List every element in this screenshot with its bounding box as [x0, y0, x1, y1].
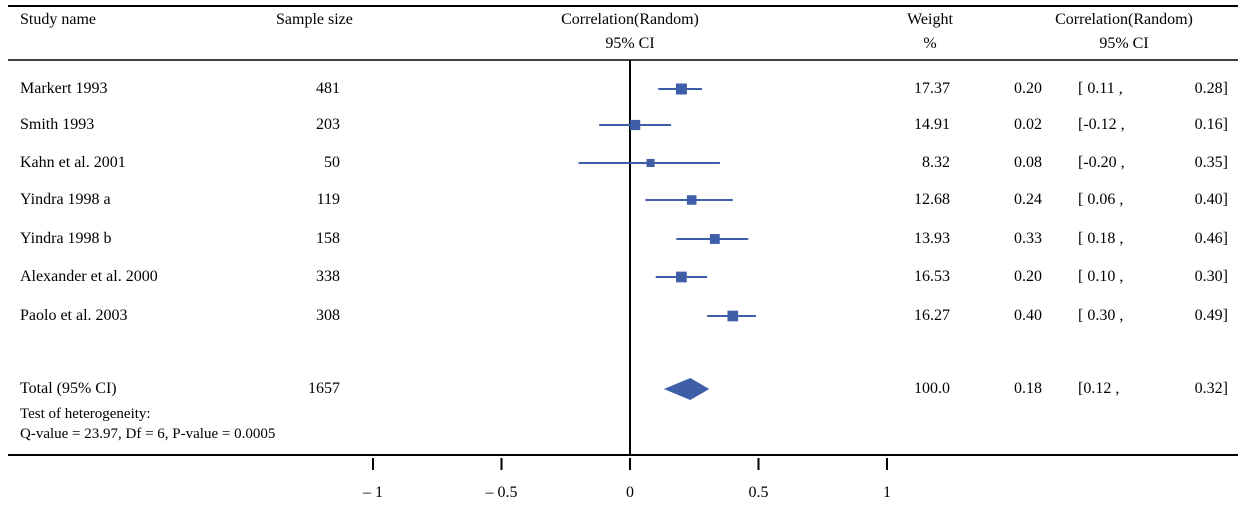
- study-3-ci-upper: 0.40]: [1194, 191, 1228, 208]
- total-weight: 100.0: [914, 380, 950, 397]
- study-5-sample-size: 338: [316, 268, 340, 285]
- study-3-point: [686, 195, 697, 205]
- header-study-name: Study name: [20, 11, 96, 28]
- study-0-sample-size: 481: [316, 80, 340, 97]
- total-estimate: 0.18: [1014, 380, 1042, 397]
- study-2-weight: 8.32: [922, 154, 950, 171]
- total-name: Total (95% CI): [20, 380, 117, 397]
- study-5-point: [676, 271, 687, 283]
- study-1-name: Smith 1993: [20, 116, 95, 133]
- study-2-point: [646, 158, 655, 168]
- total-sample-size: 1657: [308, 380, 340, 397]
- study-4-name: Yindra 1998 b: [20, 230, 112, 247]
- study-6-weight: 16.27: [914, 307, 950, 324]
- study-3-ci-lower: [ 0.06 ,: [1078, 191, 1124, 208]
- header-weight: Weight: [907, 11, 953, 28]
- study-6-ci-upper: 0.49]: [1194, 307, 1228, 324]
- study-4-sample-size: 158: [316, 230, 340, 247]
- study-0-point: [675, 83, 687, 95]
- study-4-estimate: 0.33: [1014, 230, 1042, 247]
- study-4-ci-upper: 0.46]: [1194, 230, 1228, 247]
- heterogeneity-label: Test of heterogeneity:: [20, 406, 151, 422]
- study-3-name: Yindra 1998 a: [20, 191, 111, 208]
- study-5-ci-lower: [ 0.10 ,: [1078, 268, 1124, 285]
- total-ci-lower: [0.12 ,: [1078, 380, 1120, 397]
- study-0-ci-upper: 0.28]: [1194, 80, 1228, 97]
- axis-tick-label-3: 0.5: [748, 484, 769, 501]
- study-6-point: [727, 310, 739, 322]
- study-4-ci-lower: [ 0.18 ,: [1078, 230, 1124, 247]
- total-diamond: [663, 378, 710, 400]
- study-5-ci-upper: 0.30]: [1194, 268, 1228, 285]
- study-2-sample-size: 50: [324, 154, 340, 171]
- study-2-ci-upper: 0.35]: [1194, 154, 1228, 171]
- study-2-estimate: 0.08: [1014, 154, 1042, 171]
- study-0-ci-lower: [ 0.11 ,: [1078, 80, 1123, 97]
- study-5-name: Alexander et al. 2000: [20, 268, 158, 285]
- study-2-ci-lower: [-0.20 ,: [1078, 154, 1125, 171]
- header-plot-title: Correlation(Random): [561, 11, 699, 28]
- study-2-name: Kahn et al. 2001: [20, 154, 126, 171]
- study-6-estimate: 0.40: [1014, 307, 1042, 324]
- study-0-estimate: 0.20: [1014, 80, 1042, 97]
- header-ci-title: Correlation(Random): [1055, 11, 1193, 28]
- study-4-point: [709, 234, 720, 244]
- axis-tick-label-0: – 1: [363, 484, 383, 501]
- study-0-weight: 17.37: [914, 80, 950, 97]
- study-1-ci-lower: [-0.12 ,: [1078, 116, 1125, 133]
- study-6-name: Paolo et al. 2003: [20, 307, 128, 324]
- axis-tick-label-2: 0: [626, 484, 634, 501]
- header-weight-unit: %: [923, 35, 937, 52]
- header-ci-subtitle: 95% CI: [1099, 35, 1149, 52]
- study-3-weight: 12.68: [914, 191, 950, 208]
- study-0-name: Markert 1993: [20, 80, 108, 97]
- study-5-weight: 16.53: [914, 268, 950, 285]
- header-sample-size: Sample size: [276, 11, 353, 28]
- total-ci-upper: 0.32]: [1194, 380, 1228, 397]
- study-3-sample-size: 119: [316, 191, 340, 208]
- study-1-point: [630, 119, 641, 131]
- study-1-weight: 14.91: [914, 116, 950, 133]
- study-6-sample-size: 308: [316, 307, 340, 324]
- study-4-weight: 13.93: [914, 230, 950, 247]
- header-plot-ci: 95% CI: [605, 35, 655, 52]
- study-5-estimate: 0.20: [1014, 268, 1042, 285]
- axis-tick-label-1: – 0.5: [485, 484, 518, 501]
- heterogeneity-stats: Q-value = 23.97, Df = 6, P-value = 0.000…: [20, 426, 276, 442]
- study-3-estimate: 0.24: [1014, 191, 1042, 208]
- study-1-sample-size: 203: [316, 116, 340, 133]
- study-1-estimate: 0.02: [1014, 116, 1042, 133]
- study-1-ci-upper: 0.16]: [1194, 116, 1228, 133]
- study-6-ci-lower: [ 0.30 ,: [1078, 307, 1124, 324]
- axis-tick-label-4: 1: [883, 484, 891, 501]
